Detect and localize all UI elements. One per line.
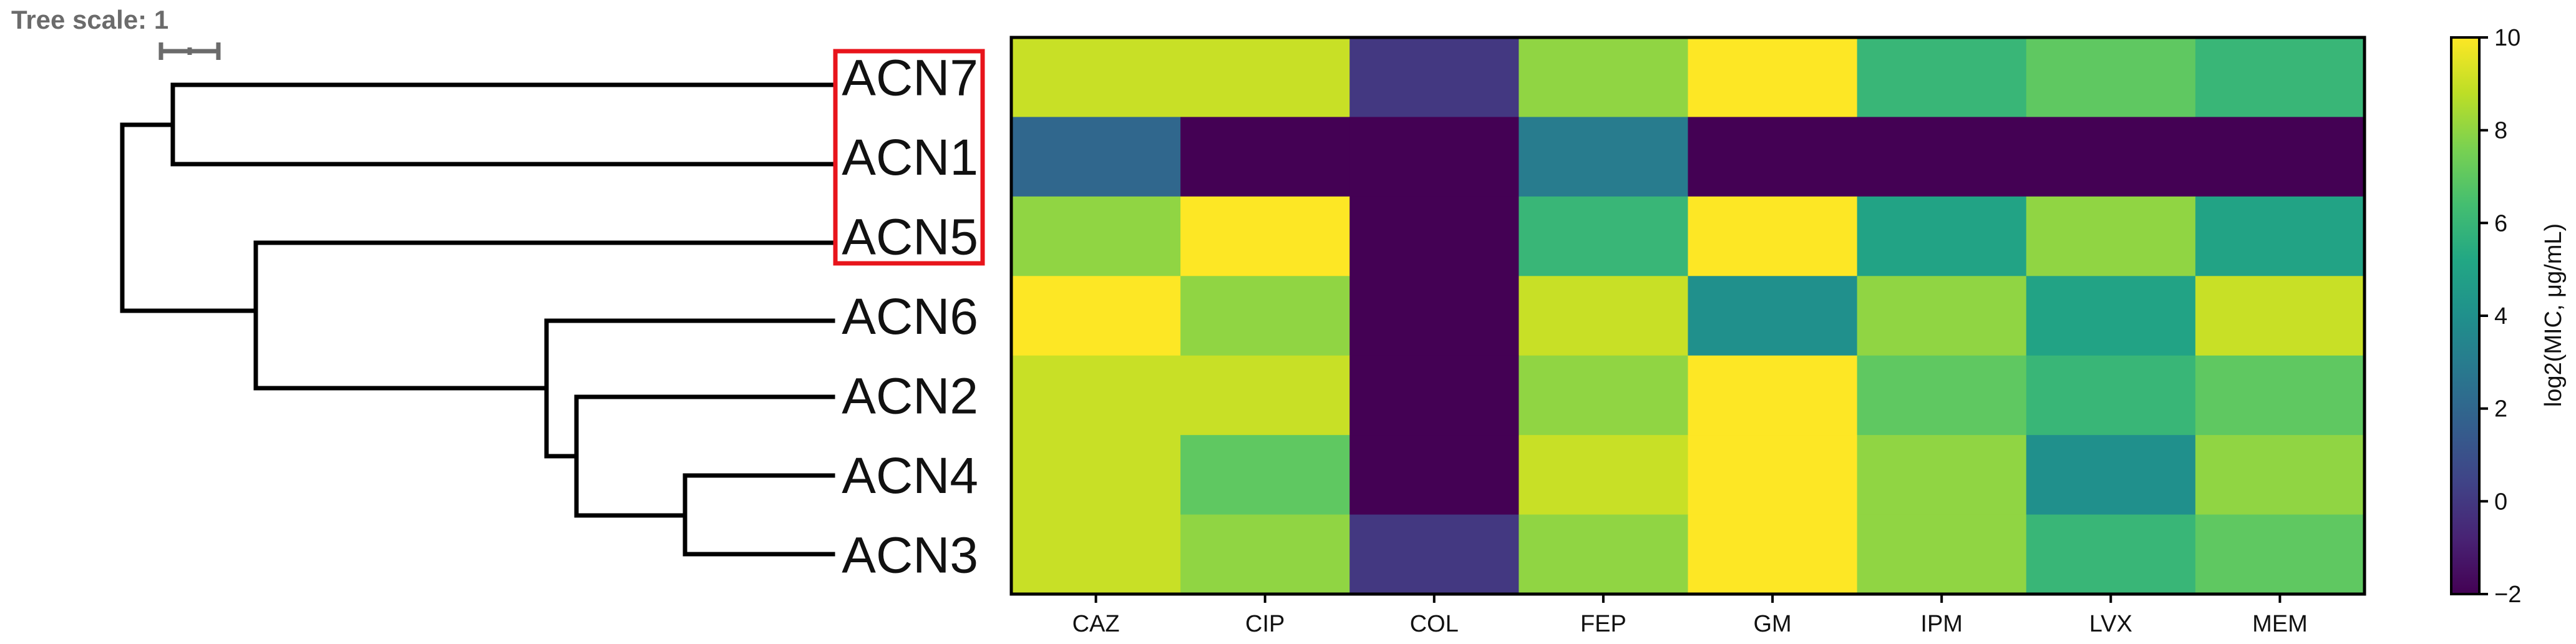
- tree-scale-bar: [158, 42, 221, 60]
- highlight-box: [833, 49, 985, 266]
- column-label-caz: CAZ: [1072, 611, 1120, 637]
- colorbar-tick-label: 8: [2494, 118, 2507, 144]
- heatmap-cell-acn2-gm: [1688, 355, 1858, 436]
- heatmap-cell-acn2-fep: [1519, 355, 1689, 436]
- heatmap-cell-acn1-col: [1349, 117, 1519, 197]
- heatmap-cell-acn4-mem: [2195, 435, 2365, 515]
- heatmap-cell-acn3-col: [1349, 514, 1519, 595]
- leaf-labels: ACN7 ACN1 ACN5 ACN6 ACN2 ACN4 ACN3: [842, 50, 978, 584]
- heatmap-cell-acn2-cip: [1180, 355, 1350, 436]
- heatmap-cell-acn1-mem: [2195, 117, 2365, 197]
- colorbar-tick-label: 0: [2494, 489, 2507, 515]
- heatmap-cell-acn1-ipm: [1857, 117, 2027, 197]
- column-label-mem: MEM: [2252, 611, 2308, 637]
- heatmap-cell-acn2-ipm: [1857, 355, 2027, 436]
- heatmap-cell-acn2-col: [1349, 355, 1519, 436]
- heatmap-cell-acn5-ipm: [1857, 196, 2027, 276]
- column-label-fep: FEP: [1580, 611, 1626, 637]
- heatmap-cell-acn7-ipm: [1857, 37, 2027, 118]
- heatmap-cell-acn7-lvx: [2026, 37, 2196, 118]
- heatmap-cell-acn1-gm: [1688, 117, 1858, 197]
- colorbar-tick-label: 10: [2494, 25, 2520, 51]
- heatmap-cell-acn5-mem: [2195, 196, 2365, 276]
- heatmap-cell-acn2-caz: [1011, 355, 1181, 436]
- heatmap-cell-acn6-mem: [2195, 276, 2365, 356]
- colorbar-tick-label: −2: [2494, 582, 2521, 608]
- leaf-label-acn5: ACN5: [842, 209, 978, 266]
- heatmap-cell-acn5-caz: [1011, 196, 1181, 276]
- leaf-label-acn4: ACN4: [842, 447, 978, 504]
- tree-scale: Tree scale: 1: [11, 5, 221, 60]
- heatmap-cell-acn3-cip: [1180, 514, 1350, 595]
- heatmap-cell-acn6-gm: [1688, 276, 1858, 356]
- leaf-label-acn6: ACN6: [842, 288, 978, 345]
- heatmap-cell-acn6-fep: [1519, 276, 1689, 356]
- heatmap-cell-acn6-caz: [1011, 276, 1181, 356]
- heatmap-cell-acn3-mem: [2195, 514, 2365, 595]
- heatmap-cell-acn2-mem: [2195, 355, 2365, 436]
- heatmap-cell-acn4-ipm: [1857, 435, 2027, 515]
- colorbar-tick-label: 6: [2494, 210, 2507, 237]
- heatmap-cell-acn7-mem: [2195, 37, 2365, 118]
- heatmap-cell-acn3-fep: [1519, 514, 1689, 595]
- heatmap-cell-acn4-lvx: [2026, 435, 2196, 515]
- heatmap-cell-acn3-caz: [1011, 514, 1181, 595]
- heatmap-cell-acn2-lvx: [2026, 355, 2196, 436]
- column-label-ipm: IPM: [1920, 611, 1963, 637]
- dendrogram: [120, 82, 835, 557]
- column-label-col: COL: [1410, 611, 1459, 637]
- heatmap-cell-acn1-caz: [1011, 117, 1181, 197]
- heatmap-cell-acn3-gm: [1688, 514, 1858, 595]
- column-label-cip: CIP: [1245, 611, 1285, 637]
- colorbar-tick-label: 4: [2494, 303, 2507, 329]
- colorbar: [2450, 36, 2481, 595]
- heatmap-cell-acn7-caz: [1011, 37, 1181, 118]
- column-label-lvx: LVX: [2089, 611, 2132, 637]
- heatmap-cell-acn5-cip: [1180, 196, 1350, 276]
- heatmap-cell-acn4-col: [1349, 435, 1519, 515]
- column-label-gm: GM: [1753, 611, 1791, 637]
- heatmap-cell-acn5-col: [1349, 196, 1519, 276]
- leaf-label-acn7: ACN7: [842, 50, 978, 107]
- heatmap-cell-acn4-gm: [1688, 435, 1858, 515]
- heatmap-cell-acn6-cip: [1180, 276, 1350, 356]
- heatmap-cell-acn5-gm: [1688, 196, 1858, 276]
- heatmap-cell-acn7-gm: [1688, 37, 1858, 118]
- heatmap-cell-acn5-fep: [1519, 196, 1689, 276]
- heatmap-cell-acn1-fep: [1519, 117, 1689, 197]
- heatmap-cell-acn4-cip: [1180, 435, 1350, 515]
- heatmap-cell-acn7-fep: [1519, 37, 1689, 118]
- colorbar-label: log2(MIC, μg/mL): [2540, 223, 2567, 407]
- heatmap-cells: [1011, 37, 2365, 595]
- column-ticks: CAZ CIP COL FEP GM IPM LVX MEM: [1072, 594, 2308, 637]
- colorbar-tick-label: 2: [2494, 396, 2507, 422]
- heatmap-cell-acn1-cip: [1180, 117, 1350, 197]
- heatmap-frame: [1009, 36, 2366, 596]
- heatmap-cell-acn6-lvx: [2026, 276, 2196, 356]
- colorbar-ticks: −2 0 2 4 6 8 10: [2479, 25, 2521, 608]
- heatmap-cell-acn4-fep: [1519, 435, 1689, 515]
- heatmap-cell-acn1-lvx: [2026, 117, 2196, 197]
- leaf-label-acn2: ACN2: [842, 368, 978, 424]
- heatmap-cell-acn7-cip: [1180, 37, 1350, 118]
- tree-scale-label: Tree scale: 1: [11, 5, 168, 34]
- heatmap-cell-acn6-ipm: [1857, 276, 2027, 356]
- heatmap-cell-acn3-ipm: [1857, 514, 2027, 595]
- leaf-label-acn1: ACN1: [842, 129, 978, 186]
- heatmap-cell-acn4-caz: [1011, 435, 1181, 515]
- heatmap-cell-acn3-lvx: [2026, 514, 2196, 595]
- heatmap-cell-acn5-lvx: [2026, 196, 2196, 276]
- leaf-label-acn3: ACN3: [842, 527, 978, 583]
- heatmap-cell-acn7-col: [1349, 37, 1519, 118]
- heatmap-cell-acn6-col: [1349, 276, 1519, 356]
